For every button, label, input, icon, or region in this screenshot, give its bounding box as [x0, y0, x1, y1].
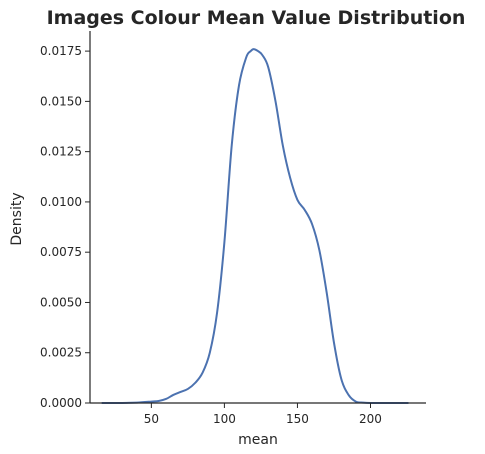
y-tick-label: 0.0100 — [40, 195, 82, 209]
x-tick-label: 150 — [286, 412, 309, 426]
chart-title: Images Colour Mean Value Distribution — [47, 7, 466, 29]
y-tick-label: 0.0175 — [40, 44, 82, 58]
y-axis-label: Density — [9, 192, 25, 245]
density-curve — [101, 48, 409, 405]
y-tick-label: 0.0050 — [40, 295, 82, 309]
x-tick-label: 50 — [144, 412, 159, 426]
y-tick-label: 0.0025 — [40, 346, 82, 360]
y-tick-label: 0.0075 — [40, 245, 82, 259]
y-tick-label: 0.0000 — [40, 396, 82, 410]
x-axis-label: mean — [238, 432, 278, 448]
x-tick-label: 200 — [359, 412, 382, 426]
y-tick-label: 0.0150 — [40, 94, 82, 108]
plot-area — [101, 48, 409, 405]
x-axis-ticks: 50 100 150 200 — [144, 403, 382, 426]
y-tick-label: 0.0125 — [40, 145, 82, 159]
y-axis-ticks: 0.0000 0.0025 0.0050 0.0075 0.0100 0.0125 0.01… — [40, 44, 90, 410]
x-tick-label: 100 — [213, 412, 236, 426]
